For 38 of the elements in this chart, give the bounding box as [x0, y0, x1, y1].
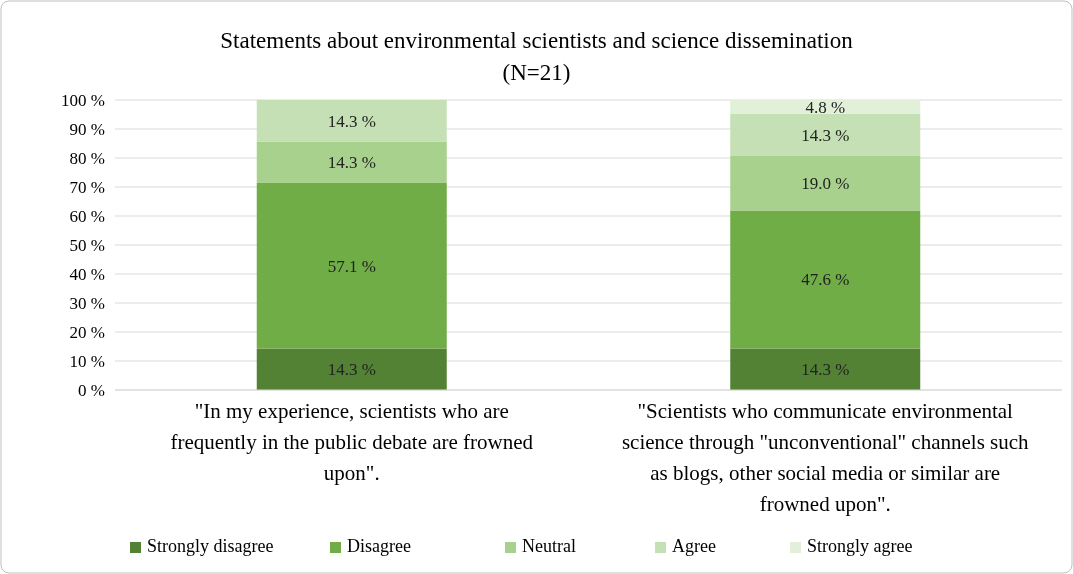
y-tick-label: 20 % — [69, 322, 105, 342]
data-label: 47.6 % — [801, 270, 850, 290]
data-label: 19.0 % — [801, 173, 850, 193]
bar — [730, 155, 921, 211]
y-tick-label: 100 % — [61, 90, 105, 110]
legend-label: Strongly disagree — [147, 536, 274, 556]
bar — [730, 100, 921, 114]
chart-subtitle: (N=21) — [502, 60, 571, 85]
data-label: 14.3 % — [801, 125, 850, 145]
chart-title: Statements about environmental scientists and science dissemination — [220, 28, 854, 53]
legend-label: Disagree — [347, 536, 411, 556]
y-tick-label: 80 % — [69, 148, 105, 168]
bar — [730, 113, 921, 156]
y-tick-label: 0 % — [78, 380, 105, 400]
data-label: 14.3 % — [327, 153, 376, 173]
data-label: 14.3 % — [327, 360, 376, 380]
bar — [730, 210, 921, 349]
y-tick-label: 10 % — [69, 351, 105, 371]
bar — [256, 100, 447, 142]
data-label: 4.8 % — [805, 97, 846, 117]
y-tick-label: 90 % — [69, 119, 105, 139]
data-label: 57.1 % — [327, 256, 376, 276]
x-tick-label: "In my experience, scientists who are frequently in the public debate are frowned upon". — [170, 399, 534, 485]
data-label: 14.3 % — [801, 360, 850, 380]
data-label: 14.3 % — [327, 111, 376, 131]
legend-label: Strongly agree — [807, 536, 913, 556]
x-tick-label: "Scientists who communicate environmental science through "unconventional" channels such as blogs, other social media or similar are frowned upon". — [621, 399, 1030, 516]
bar — [256, 182, 447, 349]
bar — [730, 348, 921, 390]
y-tick-label: 70 % — [69, 177, 105, 197]
y-tick-label: 30 % — [69, 293, 105, 313]
bar — [256, 141, 447, 183]
legend-label: Neutral — [522, 536, 576, 556]
bar — [256, 348, 447, 390]
legend-label: Agree — [672, 536, 716, 556]
y-tick-label: 60 % — [69, 206, 105, 226]
y-tick-label: 40 % — [69, 264, 105, 284]
y-tick-label: 50 % — [69, 235, 105, 255]
